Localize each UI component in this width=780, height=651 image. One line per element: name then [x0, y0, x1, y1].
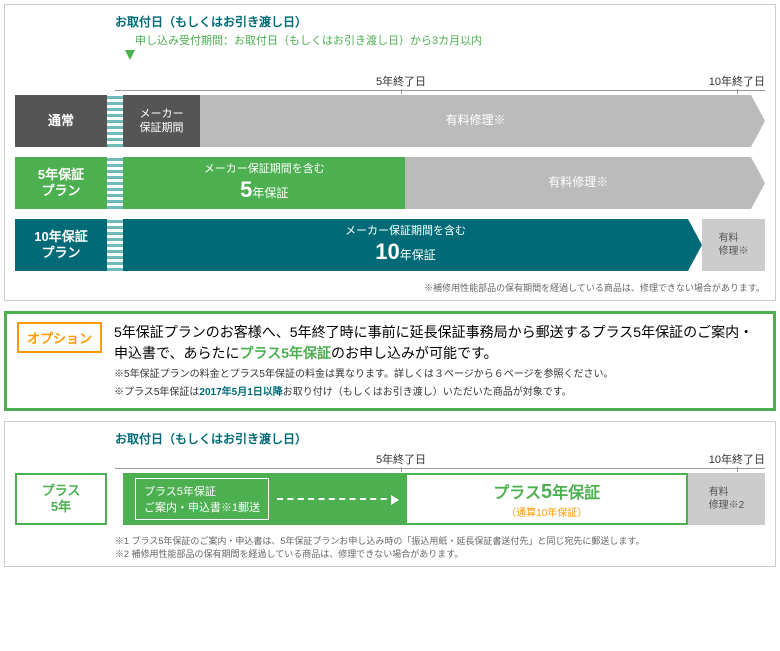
disclaimer-text: ※補修用性能部品の保有期間を経過している商品は、修理できない場合があります。 — [115, 281, 765, 294]
dashed-arrow-icon — [277, 498, 397, 500]
header-labels: お取付日（もしくはお引き渡し日） 申し込み受付期間：お取付日（もしくはお引き渡し… — [115, 13, 765, 73]
5yr-top-text: メーカー保証期間を含む — [204, 162, 325, 176]
option-box: オプション 5年保証プランのお客様へ、5年終了時に事前に延長保証事務局から郵送す… — [4, 311, 776, 411]
plus5-left-bar: プラス5年保証 ご案内・申込書※1郵送 — [123, 473, 405, 525]
paid-repair-bar: 有料修理※ — [200, 95, 751, 147]
install-date-label: お取付日（もしくはお引き渡し日） — [115, 13, 765, 30]
plus5-inner-box: プラス5年保証 ご案内・申込書※1郵送 — [135, 478, 269, 520]
plus5-right-bar: プラス5年保証 （通算10年保証） — [405, 473, 687, 525]
footnote-2: ※2 補修用性能部品の保有期間を経過している商品は、修理できない場合があります。 — [115, 548, 765, 561]
row-5yr-label: 5年保証 プラン — [15, 157, 107, 209]
10yr-warranty-bar: メーカー保証期間を含む 10年保証 — [123, 219, 688, 271]
10yr-top-text: メーカー保証期間を含む — [345, 224, 466, 238]
hatch-pattern — [107, 95, 123, 147]
paid-repair-bar: 有料修理※ — [405, 157, 751, 209]
application-period-label: 申し込み受付期間：お取付日（もしくはお引き渡し日）から3カ月以内 — [135, 32, 765, 48]
row-plus5-label: プラス 5年 — [15, 473, 107, 525]
hatch-pattern — [107, 219, 123, 271]
maker-warranty-bar: メーカー 保証期間 — [123, 95, 200, 147]
footnote-1: ※1 プラス5年保証のご案内・申込書は、5年保証プランお申し込み時の「振込用紙・… — [115, 535, 765, 548]
hatch-pattern — [107, 157, 123, 209]
axis-5yr-label-2: 5年終了日 — [376, 451, 426, 467]
axis-5yr-label: 5年終了日 — [376, 73, 426, 89]
option-tag: オプション — [17, 322, 102, 353]
warranty-plans-section: お取付日（もしくはお引き渡し日） 申し込み受付期間：お取付日（もしくはお引き渡し… — [4, 4, 776, 301]
plus5-right-sub: （通算10年保証） — [506, 504, 587, 519]
row-10yr-label: 10年保証 プラン — [15, 219, 107, 271]
paid-repair-tail: 有料 修理※ — [702, 219, 765, 271]
option-text: 5年保証プランのお客様へ、5年終了時に事前に延長保証事務局から郵送するプラス5年… — [114, 322, 763, 400]
install-date-label-2: お取付日（もしくはお引き渡し日） — [115, 430, 765, 447]
row-10yr: 10年保証 プラン メーカー保証期間を含む 10年保証 有料 修理※ — [15, 219, 765, 271]
row-normal-label: 通常 — [15, 95, 107, 147]
row-plus5: プラス 5年 プラス5年保証 ご案内・申込書※1郵送 プラス5年保証 （通算10… — [15, 473, 765, 525]
5yr-main-text: 5年保証 — [240, 176, 288, 205]
row-normal: 通常 メーカー 保証期間 有料修理※ — [15, 95, 765, 147]
timeline-axis-2: 5年終了日 10年終了日 — [115, 451, 765, 469]
5yr-warranty-bar: メーカー保証期間を含む 5年保証 — [123, 157, 405, 209]
paid-repair-tail-2: 有料 修理※2 — [688, 473, 765, 525]
arrow-down-icon — [125, 50, 135, 60]
axis-10yr-label: 10年終了日 — [709, 73, 765, 89]
plus5-right-main: プラス5年保証 — [493, 479, 600, 504]
option-note1: ※5年保証プランの料金とプラス5年保証の料金は異なります。詳しくは３ページから６… — [114, 368, 763, 382]
option-note2: ※プラス5年保証は2017年5月1日以降お取り付け（もしくはお引き渡し）いただい… — [114, 386, 763, 400]
timeline-axis: 5年終了日 10年終了日 — [115, 73, 765, 91]
footnotes: ※1 プラス5年保証のご案内・申込書は、5年保証プランお申し込み時の「振込用紙・… — [115, 535, 765, 560]
row-5yr: 5年保証 プラン メーカー保証期間を含む 5年保証 有料修理※ — [15, 157, 765, 209]
plus5-section: お取付日（もしくはお引き渡し日） 5年終了日 10年終了日 プラス 5年 プラス… — [4, 421, 776, 567]
axis-10yr-label-2: 10年終了日 — [709, 451, 765, 467]
10yr-main-text: 10年保証 — [375, 238, 436, 267]
